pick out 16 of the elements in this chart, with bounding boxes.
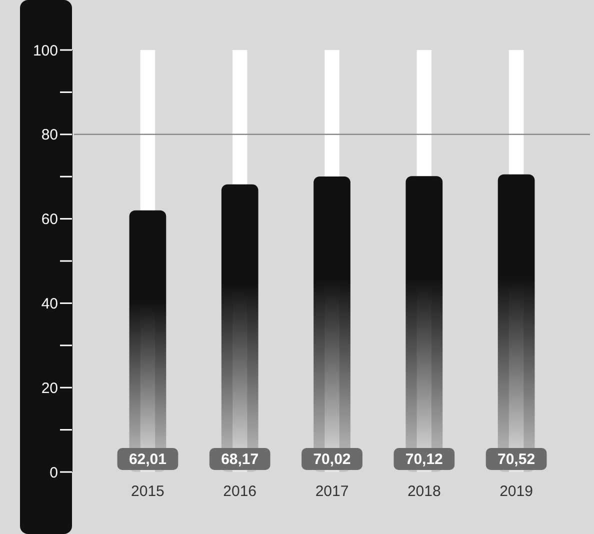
data-label: 62,01 — [128, 451, 166, 468]
x-tick-label: 2015 — [131, 483, 164, 500]
x-tick-label: 2017 — [315, 483, 349, 500]
y-tick-label: 20 — [41, 380, 58, 397]
x-tick-label: 2018 — [407, 483, 441, 500]
data-label: 70,12 — [405, 451, 443, 468]
x-tick-label: 2019 — [500, 483, 533, 500]
y-tick-label: 80 — [41, 126, 58, 144]
y-tick-label: 40 — [41, 295, 58, 312]
x-tick-label: 2016 — [223, 483, 257, 500]
y-tick-label: 60 — [41, 211, 58, 228]
data-label: 70,52 — [498, 451, 536, 468]
y-tick-label: 100 — [32, 42, 58, 60]
data-label: 68,17 — [221, 451, 259, 468]
y-tick-label: 0 — [50, 464, 58, 482]
data-label: 70,02 — [313, 451, 351, 468]
